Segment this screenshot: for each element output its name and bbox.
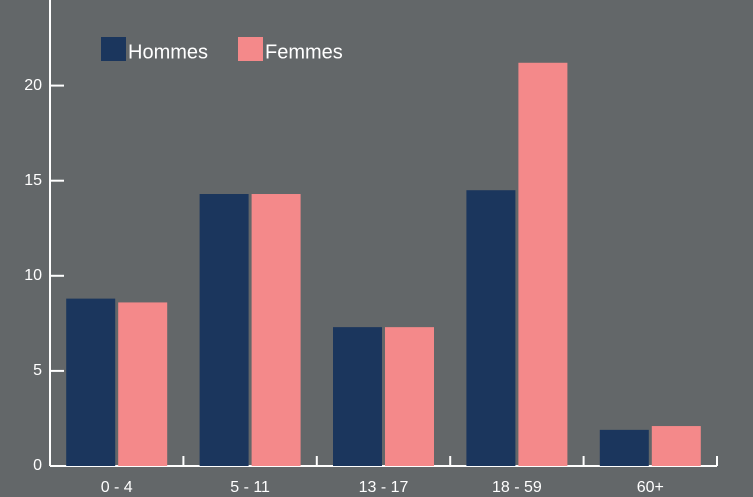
- legend-swatch: [238, 37, 263, 61]
- y-tick-label: 15: [24, 172, 42, 189]
- x-tick-label: 0 - 4: [101, 479, 133, 496]
- bar: [66, 298, 116, 466]
- bar: [118, 302, 168, 466]
- bar: [466, 190, 516, 466]
- y-tick-label: 20: [24, 77, 42, 94]
- x-tick-label: 5 - 11: [230, 479, 270, 496]
- bar: [518, 62, 568, 467]
- legend-swatch: [101, 37, 126, 61]
- y-tick-label: 0: [33, 457, 42, 474]
- legend-label: Femmes: [265, 41, 343, 63]
- bar: [385, 327, 434, 466]
- x-tick-label: 13 - 17: [359, 479, 409, 496]
- x-tick-label: 18 - 59: [492, 479, 542, 496]
- bar: [333, 327, 382, 466]
- bar: [599, 429, 649, 466]
- y-tick-label: 10: [24, 267, 42, 284]
- y-tick-label: 5: [33, 362, 42, 379]
- bar: [651, 426, 701, 466]
- x-tick-label: 60+: [637, 479, 664, 496]
- bar: [199, 194, 249, 466]
- legend-label: Hommes: [128, 41, 208, 63]
- bar: [251, 194, 301, 466]
